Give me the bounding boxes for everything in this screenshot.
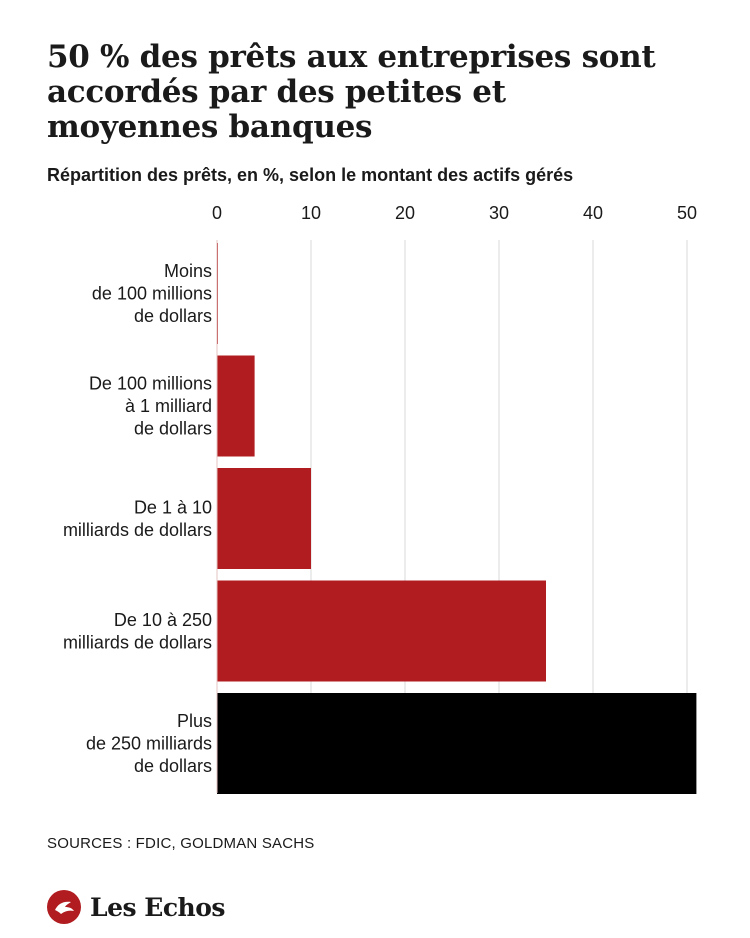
bar-4 [217,693,697,794]
x-tick-label-20: 20 [395,203,415,223]
bar-2 [217,468,311,569]
x-tick-label-0: 0 [212,203,222,223]
category-label-0: Moins de 100 millions de dollars [92,261,212,326]
x-tick-label-10: 10 [301,203,321,223]
category-label-3: De 10 à 250 milliards de dollars [63,610,212,653]
brand-mark-icon [47,890,81,924]
x-tick-label-40: 40 [583,203,603,223]
category-label-1: De 100 millions à 1 milliard de dollars [89,374,212,439]
category-label-2: De 1 à 10 milliards de dollars [63,497,212,540]
x-tick-label-30: 30 [489,203,509,223]
brand-logo: Les Echos [47,887,225,927]
x-tick-label-50: 50 [677,203,697,223]
chart-title: 50 % des prêts aux entreprises sont acco… [47,39,656,145]
source-note: SOURCES : FDIC, GOLDMAN SACHS [47,835,315,852]
bar-chart: 0 10 20 30 40 50 Moins de 100 millions de dollar… [63,203,697,794]
chart-subtitle: Répartition des prêts, en %, selon le mo… [47,165,574,185]
bar-3 [217,580,546,682]
brand-name: Les Echos [90,892,225,922]
bar-1 [217,355,255,457]
category-label-4: Plus de 250 milliards de dollars [86,711,212,776]
